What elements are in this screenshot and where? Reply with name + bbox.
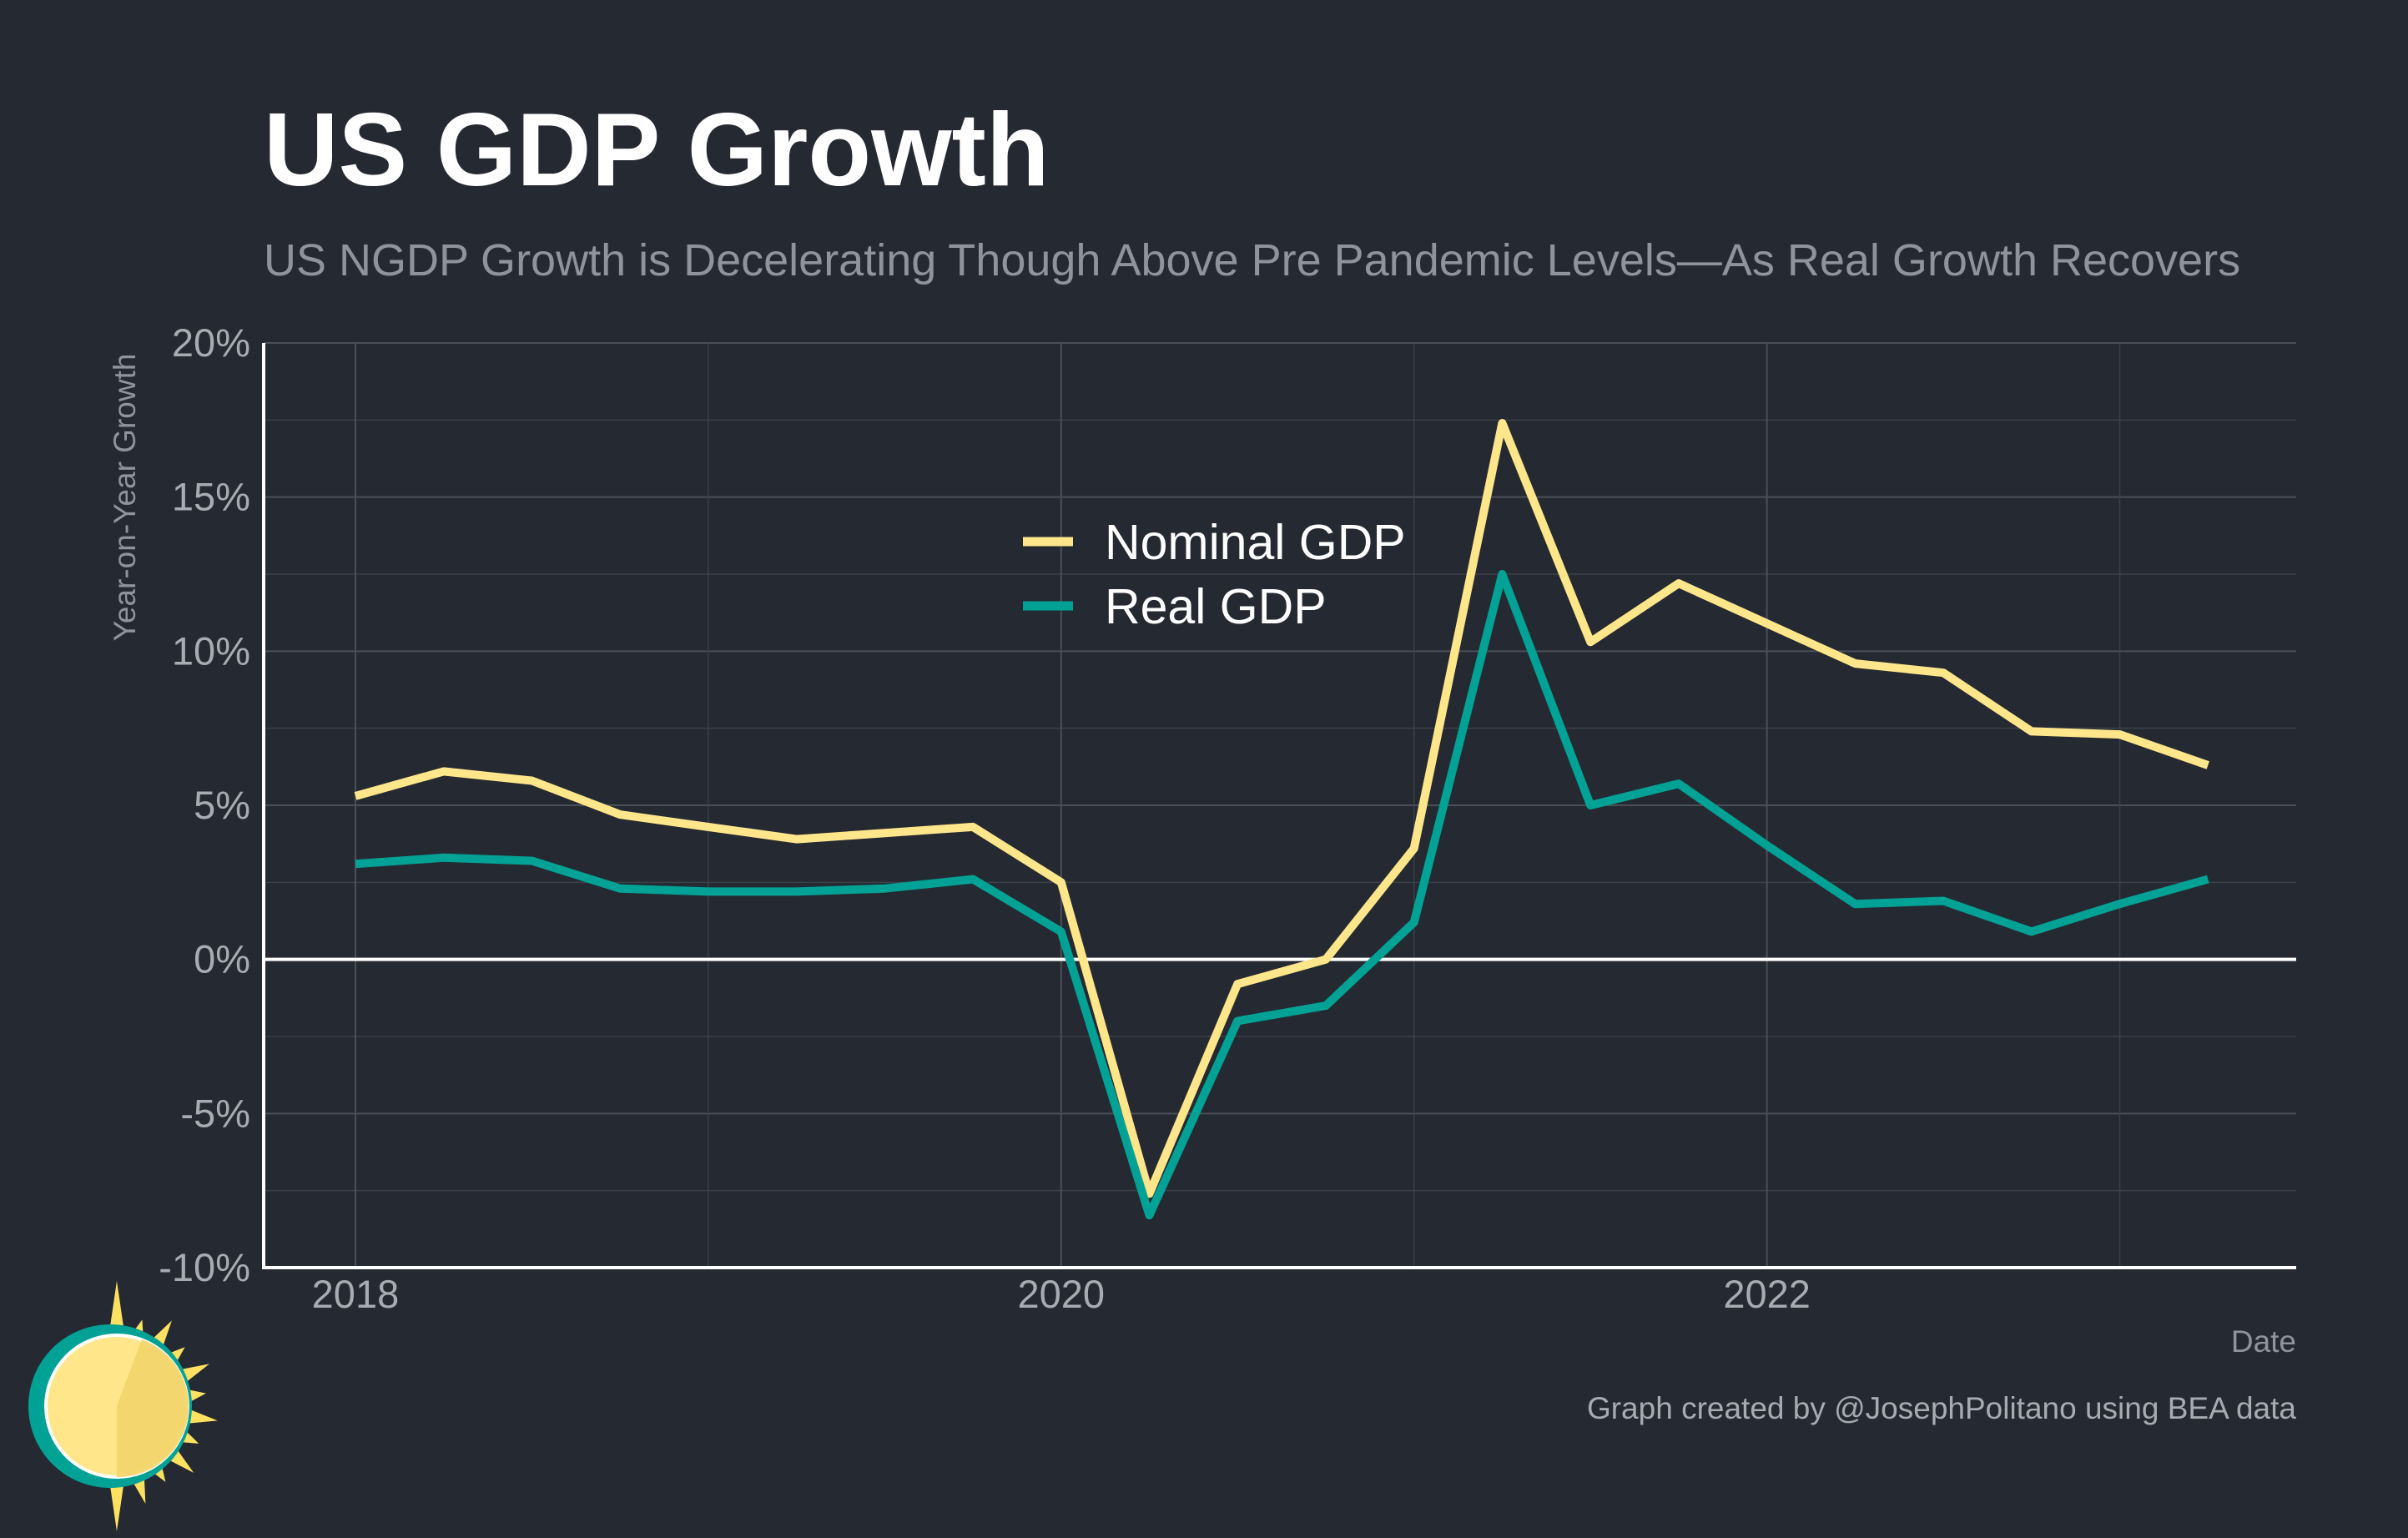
y-tick-label: 0% <box>194 937 250 981</box>
chart-subtitle: US NGDP Growth is Decelerating Though Ab… <box>264 235 2240 285</box>
x-tick-label: 2022 <box>1723 1272 1811 1316</box>
y-tick-label: 10% <box>172 628 250 673</box>
legend-label: Nominal GDP <box>1105 515 1406 570</box>
y-tick-label: 5% <box>194 783 250 827</box>
x-tick-label: 2020 <box>1018 1272 1106 1316</box>
legend: Nominal GDP Real GDP <box>1023 515 1406 634</box>
y-tick-label: 15% <box>172 475 250 519</box>
chart-title: US GDP Growth <box>264 93 1050 208</box>
axes <box>262 343 2296 1269</box>
y-tick-labels: -10% -5% 0% 5% 10% 15% 20% <box>159 320 250 1289</box>
y-axis-title: Year-on-Year Growth <box>108 354 142 642</box>
series-layer <box>354 419 2209 1220</box>
grid <box>264 342 2296 1268</box>
series-line-real-gdp <box>355 570 2209 1220</box>
y-tick-label: -10% <box>159 1245 250 1289</box>
y-tick-label: -5% <box>180 1091 250 1135</box>
legend-label: Real GDP <box>1105 579 1327 634</box>
series-line-nominal-gdp <box>354 419 2209 1198</box>
y-tick-label: 20% <box>172 320 250 365</box>
x-tick-label: 2018 <box>312 1272 400 1316</box>
chart-caption: Graph created by @JosephPolitano using B… <box>1587 1391 2296 1425</box>
x-axis-title: Date <box>2231 1324 2296 1359</box>
x-tick-labels: 2018 2020 2022 <box>312 1272 1811 1316</box>
sun-logo <box>28 1281 218 1531</box>
sun-shade-icon <box>117 1339 189 1478</box>
